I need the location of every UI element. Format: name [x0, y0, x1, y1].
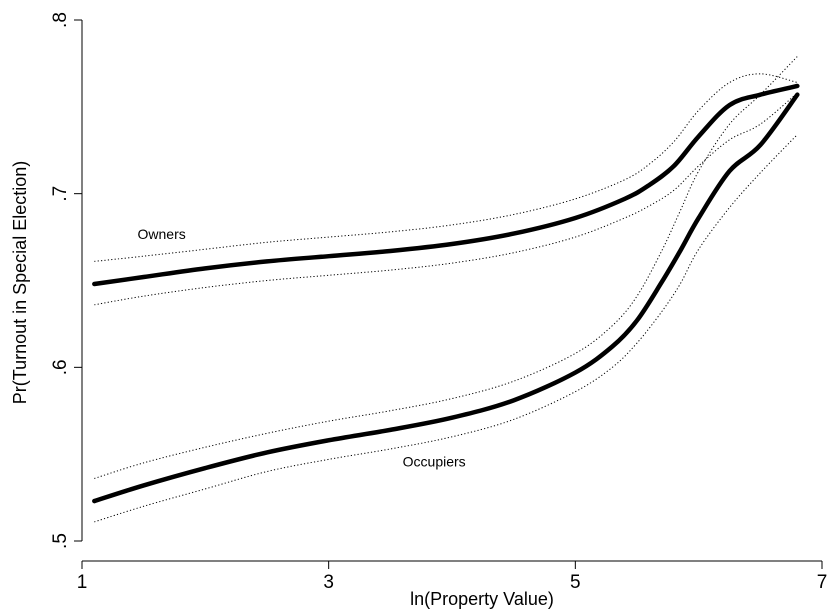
owners-fit-line [92, 83, 800, 287]
y-tick-label: .6 [50, 359, 71, 375]
fit-lines [92, 83, 800, 504]
x-tick-label: 1 [77, 572, 88, 593]
y-axis-title: Pr(Turnout in Special Election) [10, 161, 30, 404]
ci-lower-line-1 [94, 92, 798, 306]
x-tick-label: 7 [817, 572, 828, 593]
occupiers-fit-line [92, 92, 800, 504]
x-tick-label: 3 [323, 572, 334, 593]
confidence-bands [94, 56, 798, 523]
annotation-occupiers: Occupiers [403, 453, 466, 469]
annotation-owners: Owners [138, 226, 186, 242]
y-tick-label: .5 [50, 533, 71, 549]
y-tick-label: .8 [50, 12, 71, 28]
axes [81, 20, 822, 562]
y-tick-label: .7 [50, 186, 71, 202]
ci-lower-line-2 [94, 134, 798, 523]
annotations-group: Owners Occupiers [138, 226, 466, 470]
x-tick-label: 5 [570, 572, 581, 593]
ticks-group: 1 3 5 7 .5 .6 .7 .8 [50, 12, 827, 593]
x-axis-title: ln(Property Value) [410, 589, 554, 609]
